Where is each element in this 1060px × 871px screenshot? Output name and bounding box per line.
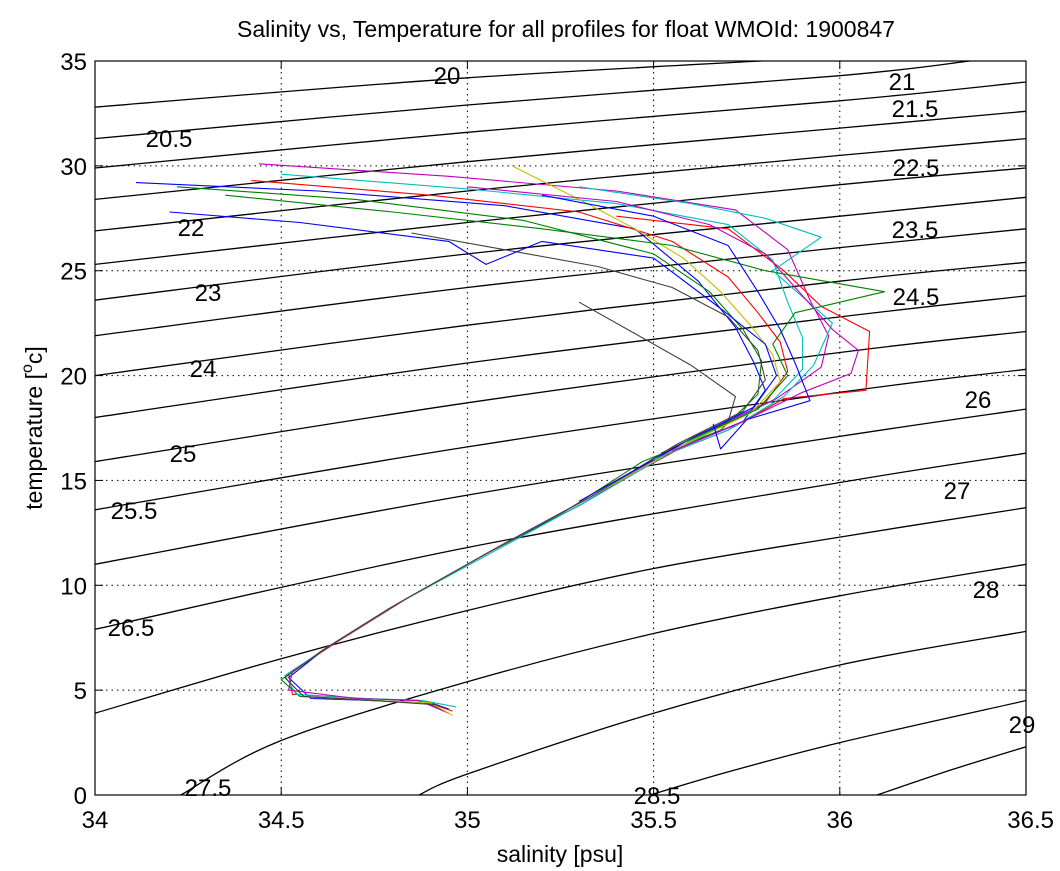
density-contour-sigma-27-5 bbox=[180, 563, 1026, 795]
density-contour-label: 27 bbox=[944, 478, 971, 505]
density-contour-label: 25 bbox=[170, 441, 197, 468]
density-contour-label: 28.5 bbox=[634, 783, 681, 810]
plot-area bbox=[95, 61, 1026, 795]
y-axis-label-part: temperature [ bbox=[21, 372, 47, 509]
y-tick-label: 0 bbox=[74, 783, 87, 810]
density-contour-sigma-29 bbox=[876, 746, 1026, 795]
density-contour-sigma-21 bbox=[95, 81, 1026, 169]
x-tick-label: 35.5 bbox=[630, 807, 677, 834]
density-contour-label: 23 bbox=[195, 280, 222, 307]
density-contour-label: 21 bbox=[889, 69, 916, 96]
x-tick-label: 34.5 bbox=[258, 807, 305, 834]
x-axis-label: salinity [psu] bbox=[497, 841, 624, 867]
profile-line-5 bbox=[258, 163, 830, 714]
density-contour-sigma-26-5 bbox=[95, 452, 1026, 630]
density-contour-label: 26.5 bbox=[108, 615, 155, 642]
density-contour-label: 23.5 bbox=[892, 217, 939, 244]
y-axis-label-superscript: o bbox=[19, 364, 36, 373]
density-contour-sigma-23 bbox=[95, 196, 1026, 301]
y-tick-label: 5 bbox=[74, 678, 87, 705]
density-contour-label: 20 bbox=[434, 63, 461, 90]
density-contour-label: 22 bbox=[178, 215, 205, 242]
y-tick-label: 20 bbox=[60, 364, 87, 391]
y-tick-label: 35 bbox=[60, 49, 87, 76]
y-axis-label-part: c] bbox=[21, 346, 47, 364]
density-contour-sigma-28 bbox=[418, 630, 1026, 795]
density-contour-label: 21.5 bbox=[892, 96, 939, 123]
density-contour-sigma-20-5 bbox=[95, 61, 971, 140]
profile-line-14 bbox=[541, 194, 811, 450]
x-tick-label: 36.5 bbox=[1007, 807, 1054, 834]
y-axis-label: temperature [oc] bbox=[19, 346, 47, 510]
x-tick-label: 36 bbox=[826, 807, 853, 834]
profile-line-3 bbox=[176, 186, 763, 712]
density-contour-label: 28 bbox=[973, 577, 1000, 604]
density-contour-sigma-23-5 bbox=[95, 228, 1026, 337]
density-contour-label: 24 bbox=[190, 356, 217, 383]
density-contour-sigma-25-5 bbox=[95, 368, 1026, 511]
density-contour-sigma-25 bbox=[95, 330, 1026, 463]
y-tick-label: 25 bbox=[60, 259, 87, 286]
density-contour-sigma-26 bbox=[95, 408, 1026, 565]
x-axis-ticks: 34 34.5 35 35.5 36 36.5 bbox=[82, 61, 1054, 834]
density-contour-label: 20.5 bbox=[146, 126, 193, 153]
density-contour-label: 25.5 bbox=[111, 498, 158, 525]
profile-line-9 bbox=[169, 211, 778, 502]
density-contour-sigma-22-5 bbox=[95, 167, 1026, 266]
density-contour-sigma-24 bbox=[95, 261, 1026, 377]
axes-box bbox=[94, 60, 1027, 796]
density-contour-label: 24.5 bbox=[893, 284, 940, 311]
density-contour-label: 27.5 bbox=[185, 775, 232, 802]
chart-title: Salinity vs, Temperature for all profile… bbox=[237, 16, 895, 42]
x-tick-label: 34 bbox=[82, 807, 109, 834]
y-tick-label: 30 bbox=[60, 154, 87, 181]
profile-line-7 bbox=[284, 232, 766, 706]
density-contours bbox=[95, 61, 1026, 795]
profile-line-11 bbox=[225, 194, 886, 444]
density-contour-label: 22.5 bbox=[893, 155, 940, 182]
profile-line-4 bbox=[281, 173, 804, 708]
density-contour-sigma-20 bbox=[95, 61, 774, 108]
density-contour-label: 29 bbox=[1009, 712, 1036, 739]
profile-line-12 bbox=[579, 186, 833, 461]
profile-series bbox=[135, 163, 886, 716]
profile-line-8 bbox=[578, 301, 737, 454]
density-contour-sigma-21-5 bbox=[95, 110, 1026, 201]
y-tick-label: 10 bbox=[60, 573, 87, 600]
density-contour-sigma-24-5 bbox=[95, 295, 1026, 419]
y-axis-ticks: 0 5 10 15 20 25 30 35 bbox=[60, 49, 1026, 810]
density-contour-sigma-22 bbox=[95, 137, 1026, 232]
density-contour-sigma-28-5 bbox=[649, 699, 1026, 795]
density-contour-label: 26 bbox=[965, 387, 992, 414]
y-tick-label: 15 bbox=[60, 468, 87, 495]
density-contour-sigma-27 bbox=[95, 507, 1026, 714]
profile-line-13 bbox=[467, 186, 859, 452]
x-tick-label: 35 bbox=[454, 807, 481, 834]
